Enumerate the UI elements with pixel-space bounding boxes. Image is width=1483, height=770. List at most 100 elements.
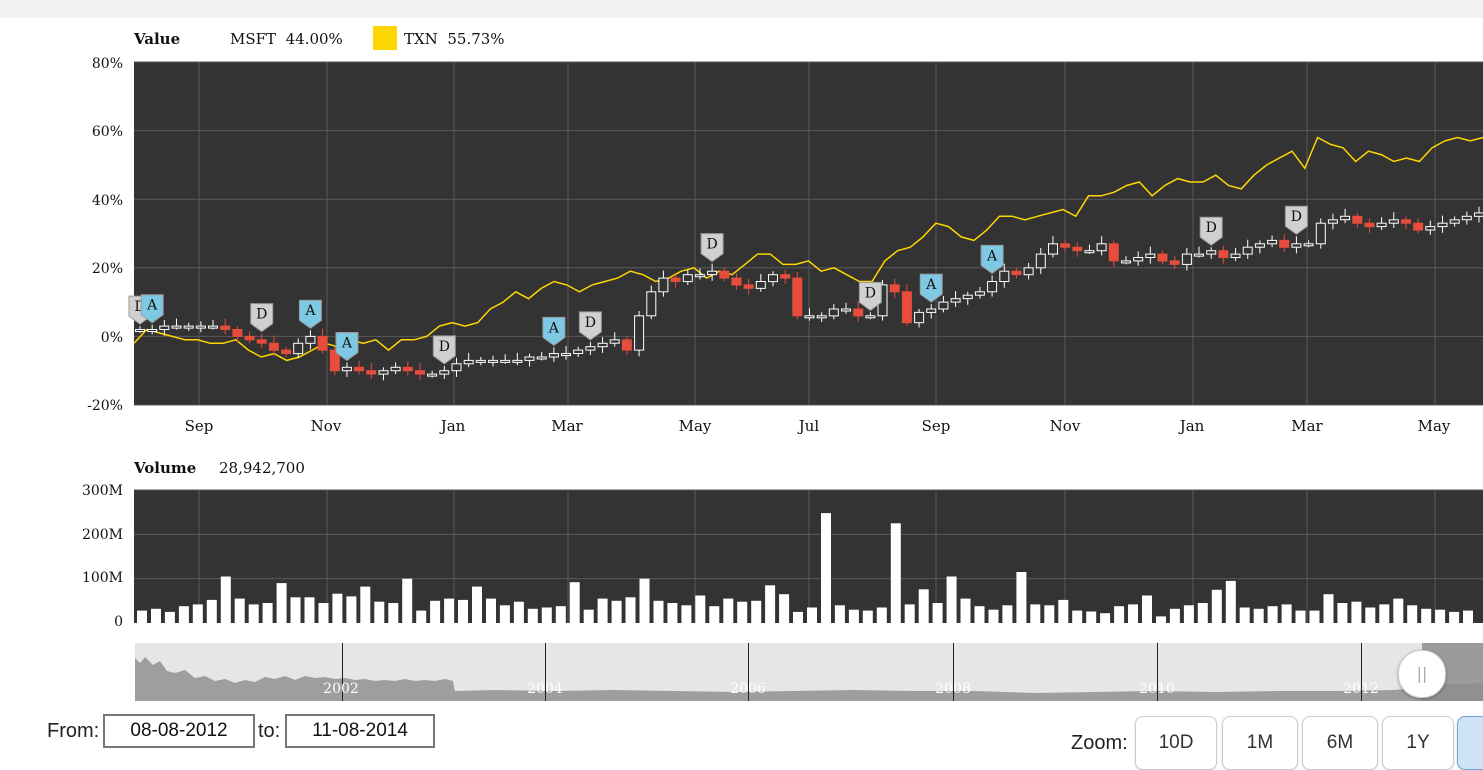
volume-bar	[598, 599, 608, 623]
volume-bar	[1156, 616, 1166, 623]
msft-candle	[184, 326, 193, 328]
volume-bar	[681, 605, 691, 623]
volume-bar	[709, 606, 719, 623]
from-label: From:	[47, 720, 99, 743]
volume-bar	[360, 587, 370, 623]
volume-bar	[905, 604, 915, 623]
volume-bar	[1463, 611, 1473, 623]
navigator-year: 2012	[1331, 681, 1391, 697]
msft-candle	[489, 360, 498, 362]
navigator-year: 2010	[1127, 681, 1187, 697]
msft-candle	[1438, 223, 1447, 226]
zoom-2y-button[interactable]: 2	[1457, 716, 1483, 770]
volume-bar	[975, 606, 985, 623]
volume-bar	[1198, 603, 1208, 623]
volume-bar	[849, 610, 859, 623]
navigator-handle[interactable]: ||	[1398, 650, 1446, 698]
zoom-10d-button[interactable]: 10D	[1135, 716, 1217, 770]
msft-candle	[708, 271, 717, 274]
msft-candle	[1024, 268, 1033, 275]
volume-bar	[193, 604, 203, 623]
msft-candle	[622, 340, 631, 350]
volume-bar	[249, 604, 259, 623]
msft-candle	[452, 364, 461, 371]
msft-candle	[306, 336, 315, 343]
msft-candle	[525, 357, 534, 360]
msft-candle	[233, 330, 242, 337]
volume-bar	[486, 599, 496, 623]
from-date-input[interactable]: 08-08-2012	[103, 714, 255, 748]
navigator-year: 2002	[311, 681, 371, 697]
zoom-1m-button[interactable]: 1M	[1222, 716, 1298, 770]
msft-candle	[817, 316, 826, 318]
msft-candle	[1036, 254, 1045, 268]
volume-bar	[332, 594, 342, 623]
msft-candle	[172, 326, 181, 328]
event-flag-label: A	[925, 277, 937, 293]
msft-candle	[671, 278, 680, 281]
volume-bar	[1002, 605, 1012, 623]
navigator[interactable]: 2002 2004 2006 2008 2010 2012	[135, 643, 1483, 701]
volume-bar	[1337, 603, 1347, 623]
volume-bar	[1142, 596, 1152, 624]
event-flag-label: D	[707, 237, 718, 253]
msft-candle	[695, 275, 704, 277]
msft-candle	[160, 326, 169, 329]
volume-bar	[556, 606, 566, 623]
volume-bar	[1100, 613, 1110, 623]
volume-bar	[458, 600, 468, 623]
volume-bar	[961, 599, 971, 623]
event-flag-label: D	[256, 307, 267, 323]
event-flag-label: A	[304, 303, 316, 319]
volume-bar	[151, 609, 161, 623]
msft-candle	[513, 360, 522, 362]
msft-candle	[282, 350, 291, 353]
msft-candle	[805, 316, 814, 318]
msft-candle	[1243, 247, 1252, 254]
volume-bar	[1058, 600, 1068, 623]
msft-candle	[975, 292, 984, 295]
msft-candle	[294, 343, 303, 353]
msft-candle	[1134, 258, 1143, 261]
msft-candle	[610, 340, 619, 343]
volume-bar	[1044, 605, 1054, 623]
msft-candle	[1389, 220, 1398, 223]
msft-candle	[927, 309, 936, 312]
msft-candle	[196, 326, 205, 328]
msft-candle	[1255, 244, 1264, 247]
msft-candle	[464, 360, 473, 363]
msft-candle	[245, 336, 254, 339]
volume-bar	[542, 608, 552, 624]
volume-bar	[654, 601, 664, 623]
volume-bar	[528, 609, 538, 623]
msft-candle	[1000, 271, 1009, 281]
volume-bar	[1184, 605, 1194, 623]
volume-bar	[514, 602, 524, 623]
msft-candle	[1012, 271, 1021, 274]
msft-candle	[476, 360, 485, 362]
volume-bar	[821, 513, 831, 623]
to-date-input[interactable]: 11-08-2014	[285, 714, 435, 748]
zoom-6m-button[interactable]: 6M	[1302, 716, 1378, 770]
volume-bar	[793, 612, 803, 623]
volume-bar	[1310, 611, 1320, 623]
msft-candle	[1195, 254, 1204, 256]
msft-candle	[939, 302, 948, 309]
msft-candle	[902, 292, 911, 323]
volume-bar	[1365, 608, 1375, 624]
msft-candle	[720, 271, 729, 278]
volume-bar	[291, 597, 301, 623]
volume-bar	[416, 611, 426, 623]
event-flag-label: D	[865, 285, 876, 301]
volume-bar	[891, 523, 901, 623]
msft-candle	[1292, 244, 1301, 247]
msft-candle	[355, 367, 364, 370]
volume-bar	[695, 596, 705, 624]
msft-candle	[1049, 244, 1058, 254]
msft-candle	[769, 275, 778, 282]
msft-candle	[1426, 227, 1435, 230]
zoom-1y-button[interactable]: 1Y	[1382, 716, 1454, 770]
volume-bar	[751, 601, 761, 623]
msft-candle	[549, 354, 558, 357]
volume-bar	[1268, 606, 1278, 623]
